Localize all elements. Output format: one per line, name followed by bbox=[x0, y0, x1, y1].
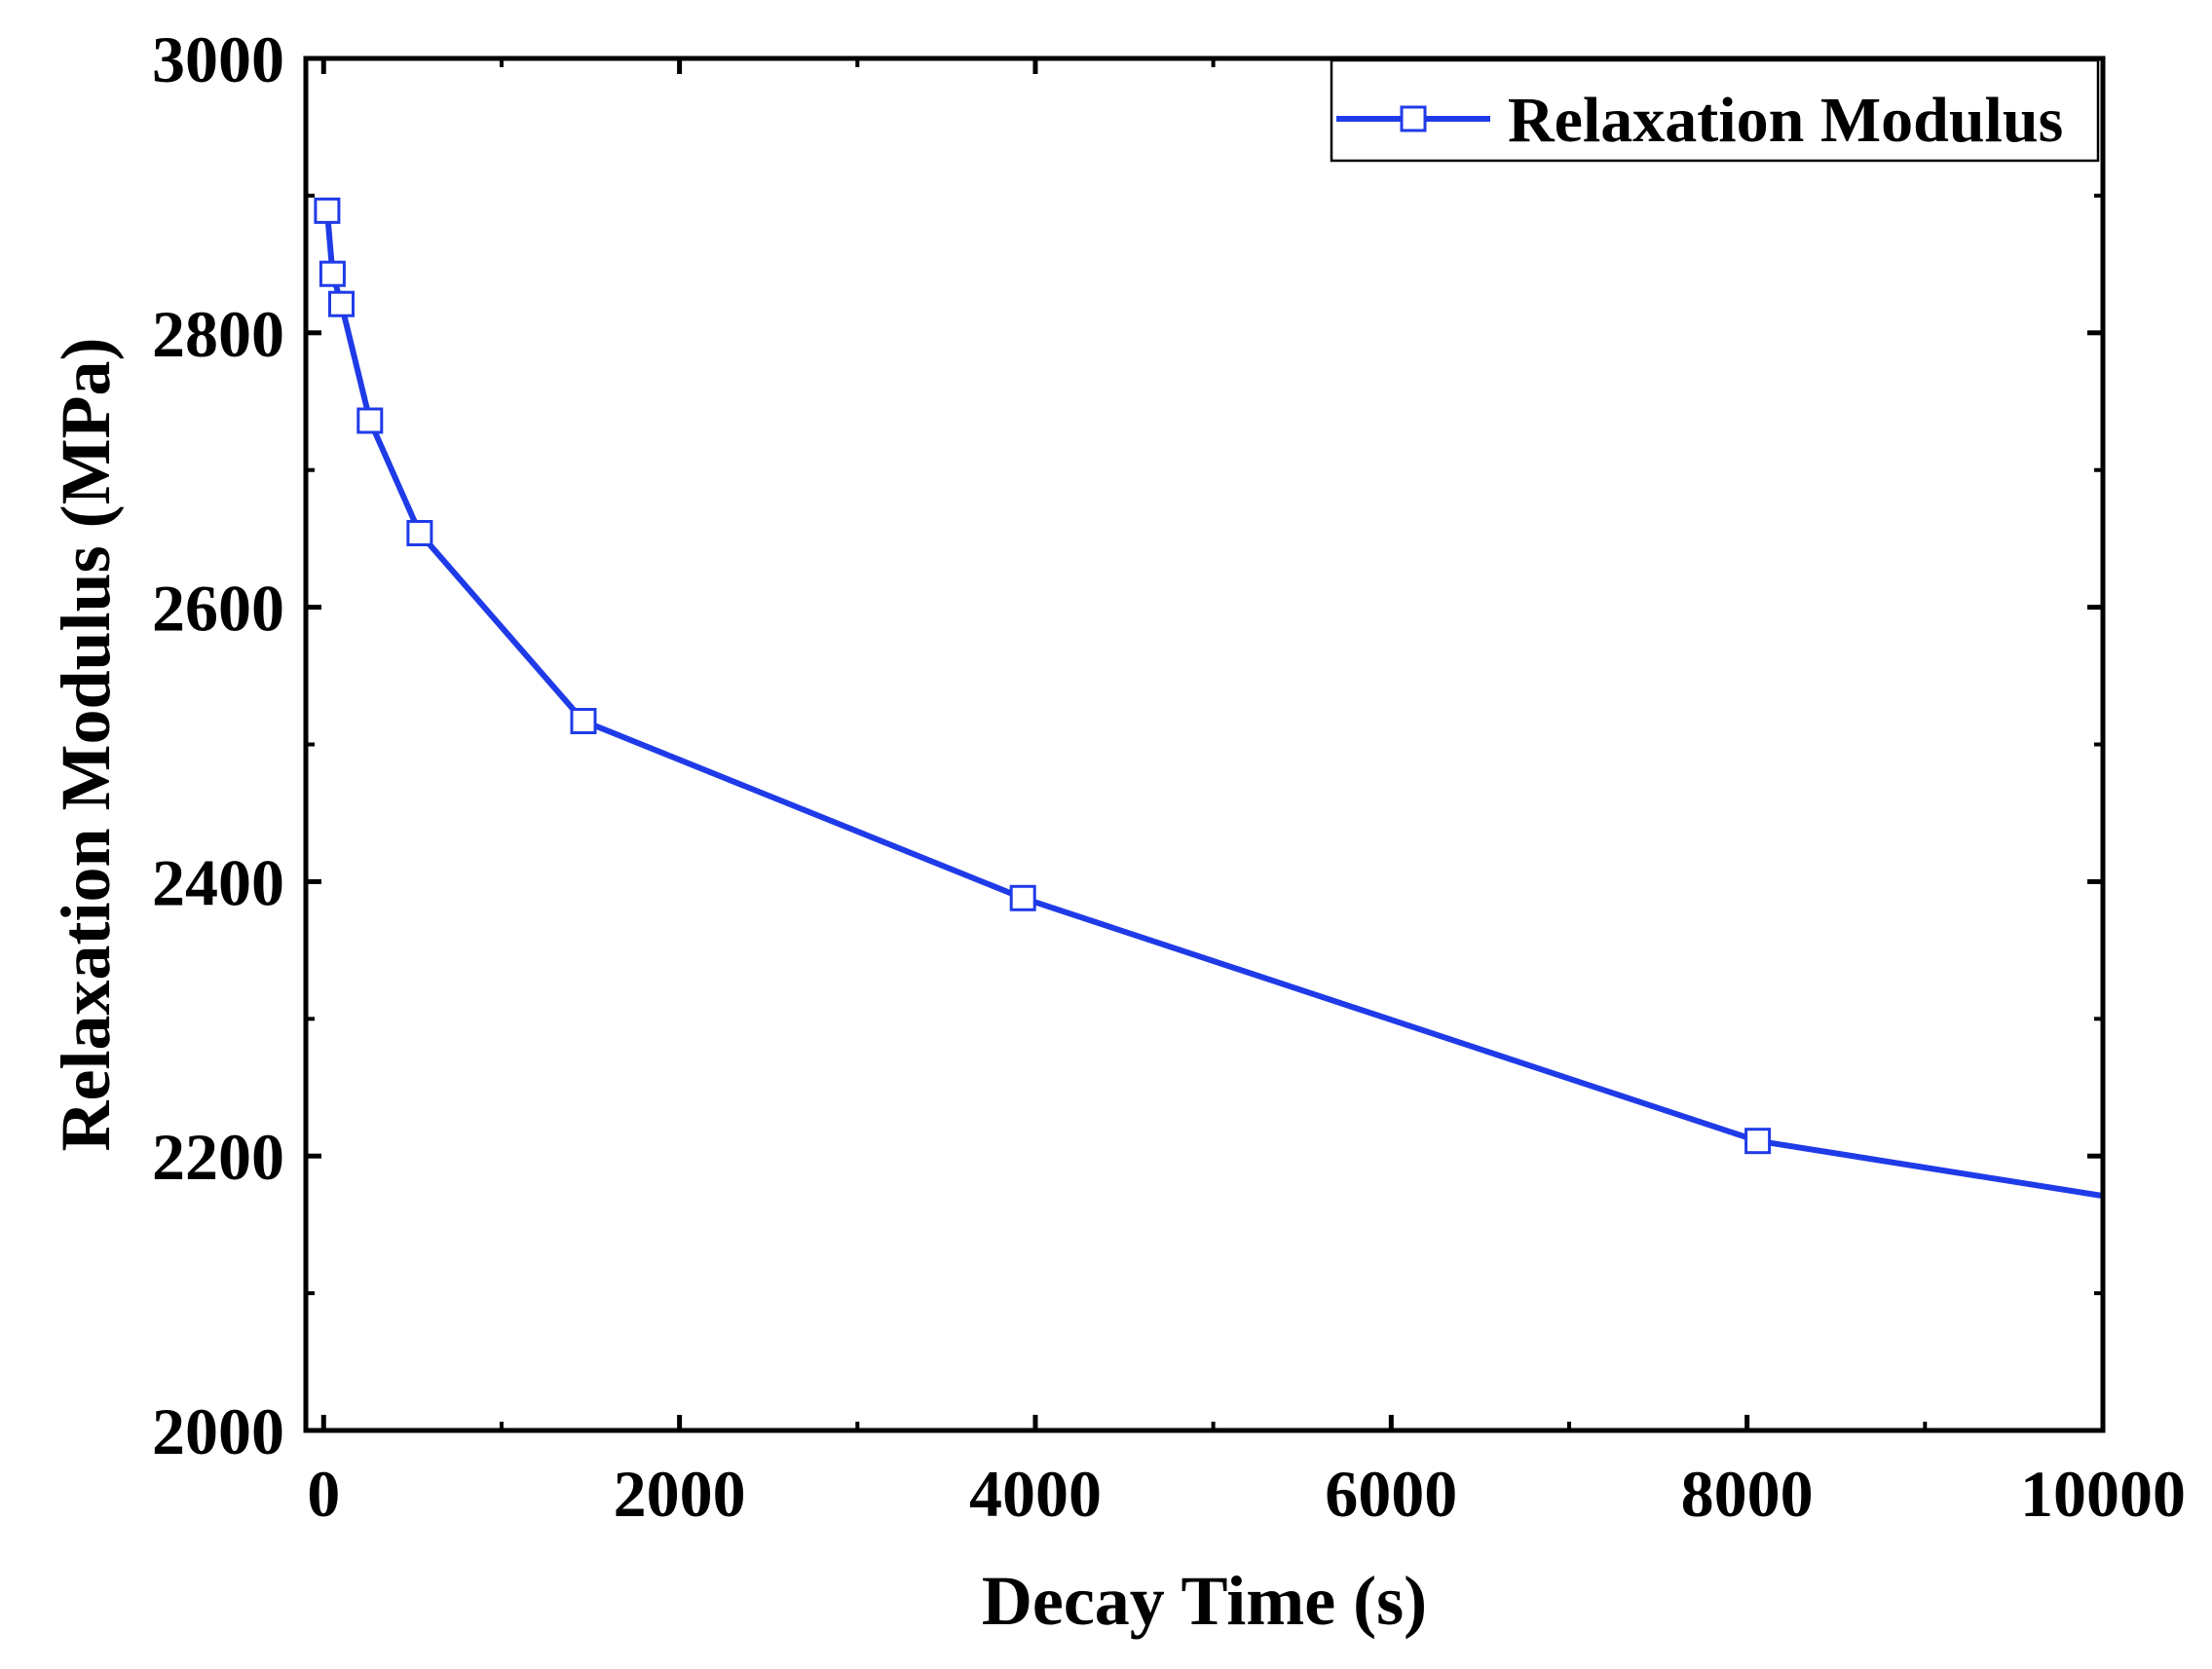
x-tick-label: 8000 bbox=[1681, 1457, 1814, 1531]
x-tick-label: 2000 bbox=[614, 1457, 746, 1531]
y-tick-label: 2200 bbox=[152, 1120, 284, 1194]
data-point-marker bbox=[570, 708, 597, 734]
y-tick-label: 3000 bbox=[152, 22, 284, 96]
legend-box bbox=[1330, 58, 2100, 163]
y-tick-label: 2000 bbox=[152, 1394, 284, 1468]
plot-layer bbox=[314, 197, 2104, 1200]
data-point-marker bbox=[356, 407, 384, 434]
y-tick-label: 2800 bbox=[152, 297, 284, 371]
legend-label: Relaxation Modulus bbox=[1508, 85, 2063, 156]
axes-layer: 0 2000 4000 6000 8000 10000 2000 2200 2400 2600 28… bbox=[152, 22, 2186, 1531]
data-point-marker bbox=[1744, 1128, 1772, 1155]
y-axis-title: Relaxation Modulus (MPa) bbox=[47, 338, 125, 1152]
data-point-marker bbox=[406, 520, 433, 546]
x-axis-title: Decay Time (s) bbox=[982, 1562, 1427, 1640]
legend: Relaxation Modulus bbox=[1330, 58, 2100, 163]
y-tick-label: 2600 bbox=[152, 572, 284, 646]
y-tick-label: 2400 bbox=[152, 845, 284, 919]
data-point-marker bbox=[328, 290, 355, 317]
x-tick-label: 4000 bbox=[969, 1457, 1102, 1531]
x-tick-label: 10000 bbox=[2020, 1457, 2186, 1531]
legend-marker-square bbox=[1400, 105, 1427, 132]
data-point-marker bbox=[314, 197, 341, 224]
data-point-marker bbox=[1009, 884, 1036, 911]
x-tick-label: 6000 bbox=[1325, 1457, 1457, 1531]
data-point-marker bbox=[319, 260, 346, 287]
x-tick-label: 0 bbox=[307, 1457, 340, 1531]
